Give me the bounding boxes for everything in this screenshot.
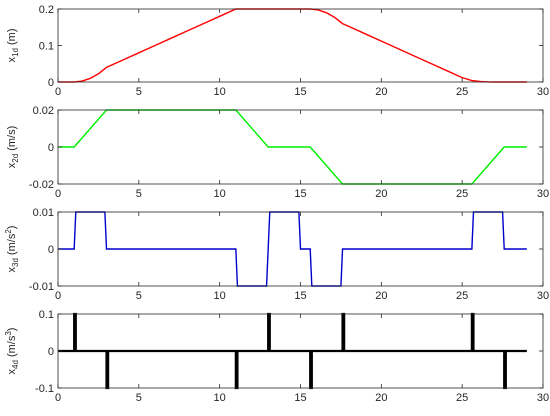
x-tick-label: 0 [55, 188, 61, 200]
x-tick-label: 10 [214, 392, 226, 404]
x-tick-label: 15 [294, 86, 306, 98]
x-tick-label: 0 [55, 290, 61, 302]
y-axis-label: x4d (m/s3) [4, 328, 20, 375]
y-tick-label: -0.01 [29, 281, 54, 293]
subplot-1: 0 5 10 15 20 25 30 0 0.1 0.2 x1d (m) [6, 4, 549, 98]
y-axis-label: x2d (m/s) [6, 126, 20, 169]
y-tick-label: 0 [48, 77, 54, 89]
x-tick-label: 25 [456, 188, 468, 200]
x-tick-label: 30 [537, 188, 549, 200]
x-tick-label: 20 [375, 290, 387, 302]
x-tick-label: 25 [456, 392, 468, 404]
x-tick-label: 15 [294, 188, 306, 200]
x-tick-label: 30 [537, 392, 549, 404]
x-tick-label: 10 [214, 86, 226, 98]
y-tick-label: 0.2 [39, 4, 54, 16]
x-tick-label: 20 [375, 86, 387, 98]
x-tick-label: 15 [294, 392, 306, 404]
y-tick-label: 0.1 [39, 309, 54, 321]
x-tick-label: 20 [375, 188, 387, 200]
x-tick-label: 25 [456, 290, 468, 302]
x-tick-label: 5 [136, 290, 142, 302]
x-tick-label: 5 [136, 188, 142, 200]
x-tick-label: 0 [55, 392, 61, 404]
y-tick-label: 0.1 [39, 41, 54, 53]
plot-area [58, 9, 543, 82]
y-tick-label: 0 [48, 244, 54, 256]
x-tick-label: 30 [537, 86, 549, 98]
x-tick-label: 10 [214, 290, 226, 302]
series-line-4-1 [58, 312, 527, 390]
y-tick-label: -0.02 [29, 179, 54, 191]
y-tick-label: 0.01 [33, 207, 54, 219]
x-tick-label: 10 [214, 188, 226, 200]
y-axis-label: x3d (m/s2) [4, 226, 20, 273]
y-tick-label: 0.02 [33, 105, 54, 117]
x-tick-label: 30 [537, 290, 549, 302]
y-axis-label: x1d (m) [6, 29, 20, 63]
series-line-2-1 [58, 109, 527, 185]
y-tick-label: -0.1 [35, 383, 54, 395]
y-tick-label: 0 [48, 142, 54, 154]
x-tick-label: 0 [55, 86, 61, 98]
x-tick-label: 5 [136, 392, 142, 404]
y-tick-label: 0 [48, 346, 54, 358]
x-tick-label: 5 [136, 86, 142, 98]
x-tick-label: 20 [375, 392, 387, 404]
x-tick-label: 15 [294, 290, 306, 302]
x-tick-label: 25 [456, 86, 468, 98]
